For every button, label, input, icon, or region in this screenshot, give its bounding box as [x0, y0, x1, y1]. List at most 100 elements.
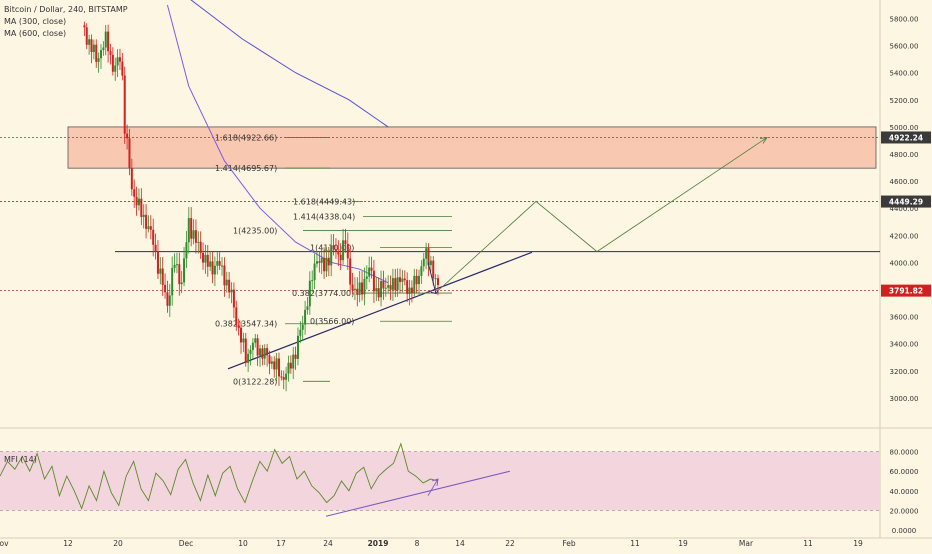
level-badge	[881, 131, 931, 144]
level-badge-label: 3791.82	[889, 287, 923, 296]
candle-body	[145, 214, 148, 229]
mfi-band	[0, 451, 880, 511]
candle-body	[85, 27, 88, 45]
time-tick-label: Feb	[562, 539, 576, 548]
mfi-line	[0, 442, 439, 510]
time-tick-label: 11	[630, 539, 640, 548]
legend-ma600[interactable]: MA (600, close)	[4, 29, 67, 38]
fib-label-2: 1.618(4449.43)	[293, 198, 355, 207]
candle-body	[273, 361, 276, 370]
candle-body	[123, 75, 126, 134]
candle-body	[156, 251, 159, 274]
candle-body	[121, 61, 124, 76]
candle-body	[90, 39, 93, 52]
candle-body	[313, 263, 316, 281]
candle-body	[372, 270, 375, 292]
candle-body	[277, 358, 280, 377]
candle-body	[389, 285, 392, 290]
candle-body	[375, 288, 378, 292]
candle-body	[425, 248, 428, 259]
candle-body	[282, 377, 285, 380]
price-tick-label: 5800.00	[890, 16, 919, 24]
candle-body	[337, 251, 340, 255]
candle-body	[232, 289, 235, 308]
time-tick-label: 22	[505, 539, 515, 548]
projection-path	[437, 137, 768, 291]
chart-legend: Bitcoin / Dollar, 240, BITSTAMP MA (300,…	[4, 4, 128, 40]
candle-body	[270, 361, 273, 364]
mfi-legend[interactable]: MFI (14)	[4, 455, 37, 464]
candle-body	[140, 198, 143, 217]
candle-body	[230, 289, 233, 293]
candle-body	[380, 281, 383, 298]
candle-body	[396, 277, 399, 291]
candle-body	[216, 261, 219, 266]
candle-body	[133, 189, 136, 197]
candle-body	[413, 275, 416, 294]
candle-body	[349, 258, 352, 285]
candle-body	[342, 240, 345, 261]
candle-body	[116, 57, 119, 66]
candle-body	[240, 327, 243, 343]
candle-body	[311, 280, 314, 282]
candle-body	[306, 306, 309, 310]
fib-label-9: 0(3122.28)	[233, 377, 277, 386]
candle-body	[171, 267, 174, 296]
candle-body	[356, 288, 359, 295]
candle-body	[351, 284, 354, 291]
legend-ma300[interactable]: MA (300, close)	[4, 17, 67, 26]
candle-body	[377, 288, 380, 298]
level-badge	[881, 195, 931, 208]
candle-body	[299, 329, 302, 336]
price-tick-label: 3000.00	[890, 395, 919, 403]
candle-body	[128, 138, 131, 169]
candle-body	[147, 226, 150, 229]
price-tick-label: 5600.00	[890, 43, 919, 51]
candle-body	[308, 280, 311, 307]
candle-body	[403, 278, 406, 281]
candle-body	[99, 50, 102, 59]
price-tick-label: 3200.00	[890, 368, 919, 376]
candle-body	[370, 267, 373, 271]
candle-body	[287, 362, 290, 374]
candle-body	[266, 348, 269, 356]
time-tick-label: 11	[803, 539, 813, 548]
candle-body	[363, 278, 366, 295]
candle-body	[183, 258, 186, 283]
mfi-tick-label: 20.0000	[890, 507, 919, 515]
candle-body	[104, 31, 107, 48]
legend-symbol[interactable]: Bitcoin / Dollar, 240, BITSTAMP	[4, 5, 128, 14]
candle-body	[420, 266, 423, 276]
candle-body	[152, 229, 155, 245]
candle-body	[368, 267, 371, 277]
time-tick-label: Mar	[739, 539, 754, 548]
candle-body	[154, 244, 157, 252]
candle-body	[199, 241, 202, 253]
candle-body	[137, 198, 140, 206]
price-tick-label: 5400.00	[890, 70, 919, 78]
level-badge	[881, 284, 931, 297]
fib-label-3: 1.414(4338.04)	[293, 213, 355, 222]
candle-body	[235, 307, 238, 326]
candle-body	[301, 324, 304, 330]
candle-body	[109, 51, 112, 55]
candle-body	[394, 278, 397, 291]
candle-body	[242, 338, 245, 343]
mfi-tick-label: 60.0000	[890, 468, 919, 476]
time-tick-label: 24	[323, 539, 333, 548]
candle-body	[361, 282, 364, 295]
candle-body	[275, 358, 278, 370]
time-tick-label: 20	[113, 539, 123, 548]
candle-body	[247, 353, 250, 363]
candle-body	[111, 54, 114, 72]
candle-body	[159, 268, 162, 274]
candle-body	[268, 355, 271, 364]
candle-body	[391, 278, 394, 290]
candle-body	[178, 264, 181, 285]
candle-body	[289, 362, 292, 369]
candle-body	[168, 295, 171, 306]
candle-body	[323, 257, 326, 272]
time-tick-label: 14	[455, 539, 465, 548]
candle-body	[114, 65, 117, 72]
